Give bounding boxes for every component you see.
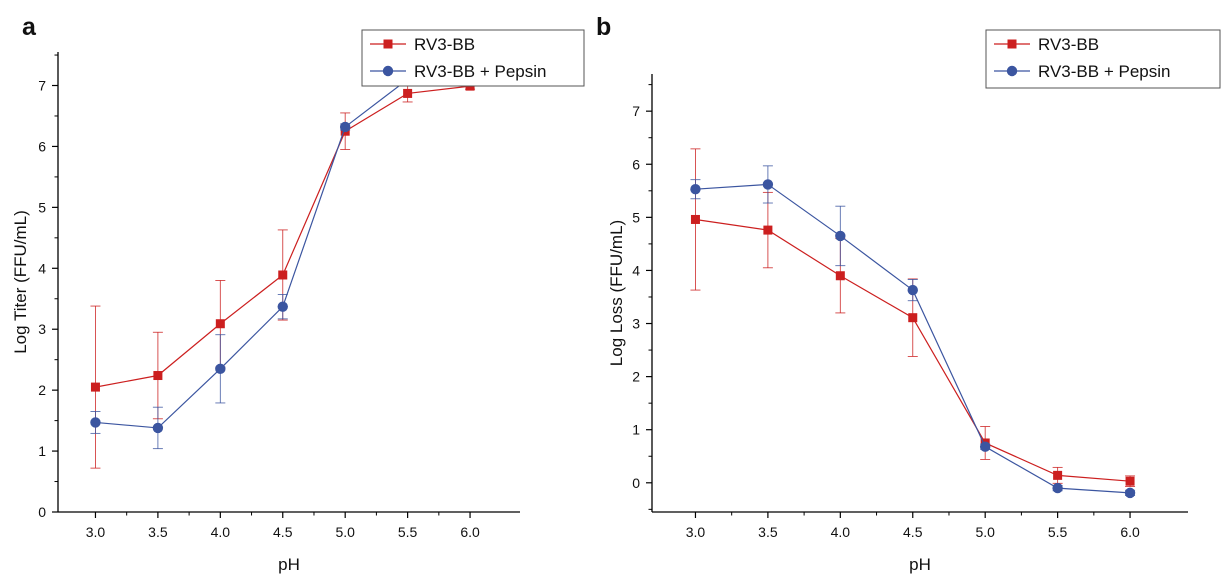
y-tick-label: 2 [38,382,46,398]
data-point-circle [90,417,101,428]
panel-letter: a [22,13,37,41]
legend-marker-square [1007,39,1017,49]
data-point-circle [277,301,288,312]
x-tick-label: 5.0 [975,524,995,540]
y-axis-title: Log Loss (FFU/mL) [607,220,626,366]
y-tick-label: 3 [38,321,46,337]
legend-label: RV3-BB + Pepsin [1038,62,1170,81]
data-point-square [835,271,845,281]
legend-marker-square [383,39,393,49]
y-tick-label: 6 [632,156,640,172]
y-tick-label: 5 [38,199,46,215]
data-point-circle [152,422,164,434]
legend-marker-circle [1006,65,1018,77]
y-tick-label: 1 [632,422,640,438]
y-tick-label: 0 [632,475,640,491]
data-point-square [1053,470,1063,480]
x-tick-label: 5.0 [335,524,355,540]
x-tick-label: 5.5 [1048,524,1068,540]
chart-panel-a: a 3.0 3.5 4.0 4.5 5.0 5.5 6.0 0 1 2 3 4 5 6 7 pH Log Tite… [11,13,585,574]
data-point-circle [339,121,351,133]
x-tick-label: 3.5 [758,524,778,540]
legend-label: RV3-BB [414,35,475,54]
x-tick-label: 4.0 [831,524,851,540]
x-tick-label: 4.5 [903,524,923,540]
data-point-square [1125,476,1135,486]
y-tick-label: 5 [632,209,640,225]
series-rv3-bb [690,148,1136,487]
y-tick-label: 7 [632,103,640,119]
y-tick-label: 0 [38,504,46,520]
x-tick-label: 3.0 [86,524,106,540]
data-point-square [690,214,700,224]
y-tick-label: 3 [632,316,640,332]
data-point-circle [907,284,918,296]
legend: RV3-BB RV3-BB + Pepsin [361,29,585,87]
data-point-square [90,382,100,392]
panel-letter: b [596,13,611,41]
chart-panel-b: b 3.0 3.5 4.0 4.5 5.0 5.5 6.0 0 1 2 3 4 5 6 7 pH Log Loss… [596,13,1221,574]
series-rv3-bb-pepsin [690,165,1136,499]
legend-marker-circle [382,65,394,77]
x-tick-label: 6.0 [1120,524,1140,540]
legend-label: RV3-BB [1038,35,1099,54]
legend: RV3-BB RV3-BB + Pepsin [985,29,1221,89]
data-point-square [908,313,918,323]
x-tick-label: 4.0 [211,524,231,540]
x-axis-title: pH [278,555,300,574]
data-point-circle [215,363,226,375]
x-tick-label: 4.5 [273,524,293,540]
x-tick-label: 5.5 [398,524,418,540]
x-axis-title: pH [909,555,931,574]
data-point-circle [835,230,846,242]
y-tick-label: 6 [38,138,46,154]
y-axis-title: Log Titer (FFU/mL) [11,210,30,354]
data-point-circle [1124,487,1136,499]
x-tick-label: 3.0 [686,524,706,540]
series-rv3-bb [90,81,476,469]
legend-box [985,29,1221,89]
data-point-square [278,270,288,280]
legend-box [361,29,585,87]
legend-label: RV3-BB + Pepsin [414,62,546,81]
x-tick-label: 6.0 [460,524,480,540]
data-point-circle [1052,482,1063,494]
y-tick-label: 4 [38,260,46,276]
data-point-square [153,371,163,381]
y-tick-label: 4 [632,262,640,278]
y-tick-label: 1 [38,443,46,459]
data-point-square [763,225,773,235]
y-tick-label: 2 [632,369,640,385]
data-point-square [215,319,225,329]
y-tick-label: 7 [38,78,46,94]
x-tick-label: 3.5 [148,524,168,540]
data-point-circle [979,441,991,452]
data-point-square [403,88,413,98]
data-point-circle [762,179,774,190]
data-point-circle [690,184,701,195]
